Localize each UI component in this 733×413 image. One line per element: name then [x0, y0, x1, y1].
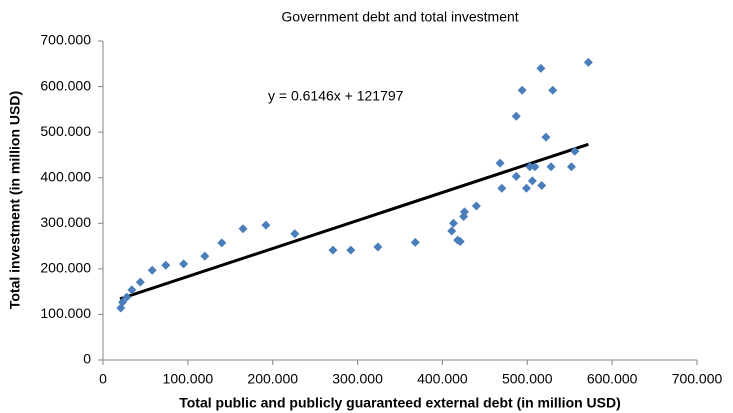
scatter-point	[346, 245, 356, 255]
x-tick-label: 700.000	[672, 371, 723, 387]
scatter-point	[521, 183, 531, 193]
scatter-point	[497, 183, 507, 193]
x-tick-label: 0	[99, 371, 107, 387]
scatter-point	[328, 245, 338, 255]
scatter-point	[525, 162, 535, 172]
scatter-point	[566, 162, 576, 172]
scatter-point	[238, 224, 248, 234]
scatter-point	[511, 171, 521, 181]
scatter-point	[536, 63, 546, 73]
y-tick-label: 400.000	[40, 168, 91, 184]
y-tick-label: 700.000	[40, 32, 91, 48]
scatter-point	[583, 57, 593, 67]
x-tick-label: 500.000	[502, 371, 553, 387]
scatter-point	[511, 111, 521, 121]
scatter-point	[459, 207, 469, 217]
y-tick-label: 200.000	[40, 260, 91, 276]
scatter-point	[135, 277, 145, 287]
scatter-point	[122, 292, 132, 302]
scatter-point	[541, 132, 551, 142]
scatter-point	[448, 218, 458, 228]
scatter-point	[517, 85, 527, 95]
trendline-equation: y = 0.6146x + 121797	[268, 88, 404, 104]
scatter-point	[373, 242, 383, 252]
scatter-point	[455, 237, 465, 247]
scatter-point	[447, 226, 457, 236]
x-axis-title: Total public and publicly guaranteed ext…	[179, 395, 621, 411]
scatter-point	[179, 259, 189, 269]
x-tick-label: 300.000	[332, 371, 383, 387]
scatter-point	[217, 238, 227, 248]
scatter-point	[161, 260, 171, 270]
x-tick-label: 200.000	[247, 371, 298, 387]
scatter-point	[570, 146, 580, 156]
y-tick-label: 600.000	[40, 77, 91, 93]
scatter-point	[410, 237, 420, 247]
scatter-point	[147, 265, 157, 275]
scatter-point	[546, 162, 556, 172]
scatter-point	[495, 158, 505, 168]
y-tick-label: 100.000	[40, 305, 91, 321]
scatter-point	[118, 297, 128, 307]
scatter-point	[527, 176, 537, 186]
scatter-point	[290, 229, 300, 239]
x-tick-label: 100.000	[163, 371, 214, 387]
y-tick-label: 500.000	[40, 123, 91, 139]
chart-title: Government debt and total investment	[281, 9, 518, 25]
scatter-point	[261, 220, 271, 230]
y-tick-label: 300.000	[40, 214, 91, 230]
scatter-point	[127, 285, 137, 295]
scatter-point	[537, 180, 547, 190]
scatter-point	[471, 201, 481, 211]
scatter-point	[200, 251, 210, 261]
y-tick-label: 0	[83, 351, 91, 367]
x-tick-label: 600.000	[587, 371, 638, 387]
scatter-point	[548, 85, 558, 95]
x-tick-label: 400.000	[417, 371, 468, 387]
y-axis-title: Total investment (in million USD)	[7, 91, 23, 309]
scatter-point	[530, 162, 540, 172]
trendline	[119, 142, 589, 301]
